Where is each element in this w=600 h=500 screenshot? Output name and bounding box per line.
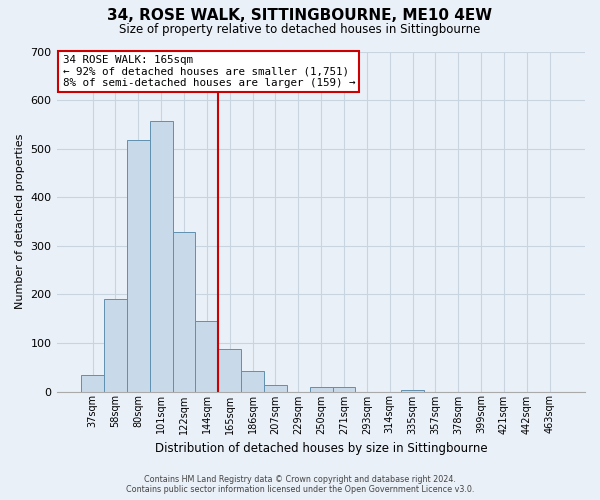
X-axis label: Distribution of detached houses by size in Sittingbourne: Distribution of detached houses by size … — [155, 442, 487, 455]
Bar — [332, 386, 355, 392]
Text: 34, ROSE WALK, SITTINGBOURNE, ME10 4EW: 34, ROSE WALK, SITTINGBOURNE, ME10 4EW — [107, 8, 493, 22]
Bar — [401, 390, 424, 392]
Bar — [196, 321, 218, 392]
Bar — [264, 385, 287, 392]
Text: 34 ROSE WALK: 165sqm
← 92% of detached houses are smaller (1,751)
8% of semi-det: 34 ROSE WALK: 165sqm ← 92% of detached h… — [62, 55, 355, 88]
Bar — [173, 232, 196, 392]
Bar — [218, 349, 241, 392]
Bar — [104, 299, 127, 392]
Y-axis label: Number of detached properties: Number of detached properties — [15, 134, 25, 309]
Bar — [310, 387, 332, 392]
Text: Size of property relative to detached houses in Sittingbourne: Size of property relative to detached ho… — [119, 22, 481, 36]
Bar — [127, 140, 150, 392]
Bar — [81, 376, 104, 392]
Bar — [150, 121, 173, 392]
Text: Contains HM Land Registry data © Crown copyright and database right 2024.
Contai: Contains HM Land Registry data © Crown c… — [126, 474, 474, 494]
Bar — [241, 371, 264, 392]
